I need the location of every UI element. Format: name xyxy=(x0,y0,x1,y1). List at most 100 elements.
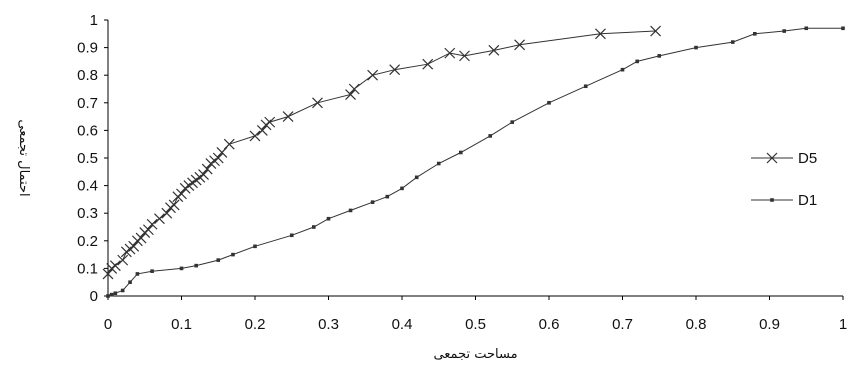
x-axis-title: مساحت تجمعی xyxy=(433,347,517,362)
data-point-d5 xyxy=(444,47,456,59)
data-point-d1 xyxy=(804,26,809,31)
series-d1 xyxy=(106,26,845,298)
data-point-d5 xyxy=(249,130,261,142)
data-point-d5 xyxy=(282,111,294,123)
data-point-d5 xyxy=(154,213,165,225)
x-tick-label: 0.6 xyxy=(539,316,560,333)
marker-stroke xyxy=(201,163,213,175)
data-point-d5 xyxy=(198,169,209,180)
x-tick-label: 0.9 xyxy=(759,316,780,333)
y-tick-label: 0 xyxy=(90,288,98,305)
data-point-d5 xyxy=(146,218,158,230)
data-point-d1 xyxy=(106,294,110,298)
marker-stroke xyxy=(102,268,114,280)
legend-marker-d1 xyxy=(770,198,774,202)
marker-stroke xyxy=(444,47,456,59)
marker-stroke xyxy=(176,188,187,200)
marker-stroke xyxy=(128,240,140,252)
data-point-d1 xyxy=(289,233,294,238)
marker-stroke xyxy=(312,97,323,109)
marker-stroke xyxy=(348,83,360,95)
data-point-d1 xyxy=(135,272,140,276)
y-tick-label: 0.9 xyxy=(77,40,98,57)
x-tick-label: 0.2 xyxy=(245,316,266,333)
data-point-d1 xyxy=(753,32,757,36)
data-point-d1 xyxy=(179,266,184,271)
data-point-d5 xyxy=(312,97,323,109)
data-point-d5 xyxy=(389,64,401,76)
y-tick-label: 1 xyxy=(90,12,98,29)
data-point-d1 xyxy=(312,225,316,229)
marker-stroke xyxy=(161,207,173,219)
data-point-d1 xyxy=(231,252,235,257)
data-point-d1 xyxy=(547,101,551,105)
marker-stroke xyxy=(249,130,261,142)
marker-stroke xyxy=(146,218,158,230)
data-point-d5 xyxy=(135,232,147,244)
marker-stroke xyxy=(514,39,526,51)
data-point-d1 xyxy=(109,292,114,297)
data-point-d5 xyxy=(514,39,526,51)
y-tick-label: 0.7 xyxy=(77,95,98,112)
data-point-d5 xyxy=(488,44,500,56)
y-tick-label: 0.6 xyxy=(77,122,98,139)
marker-stroke xyxy=(282,111,294,123)
x-tick-label: 1 xyxy=(839,316,847,333)
data-point-d1 xyxy=(326,216,331,221)
data-point-d5 xyxy=(348,83,360,95)
data-point-d5 xyxy=(264,116,276,128)
data-point-d5 xyxy=(102,268,114,280)
data-point-d5 xyxy=(161,207,173,219)
marker-stroke xyxy=(223,138,235,150)
data-point-d5 xyxy=(345,89,356,100)
y-tick-label: 0.5 xyxy=(77,150,98,167)
data-point-d1 xyxy=(370,200,375,204)
x-tick-label: 0.1 xyxy=(171,316,192,333)
data-point-d1 xyxy=(120,288,125,293)
data-point-d1 xyxy=(150,269,154,273)
data-point-d5 xyxy=(117,254,129,266)
legend-label-d1: D1 xyxy=(798,192,817,209)
series-d5 xyxy=(102,25,661,280)
marker-stroke xyxy=(264,116,276,128)
data-point-d1 xyxy=(488,134,492,138)
y-tick-label: 0.1 xyxy=(77,260,98,277)
marker-stroke xyxy=(488,44,500,56)
marker-stroke xyxy=(212,152,224,164)
data-point-d1 xyxy=(730,40,735,44)
marker-stroke xyxy=(168,199,180,211)
marker-stroke xyxy=(459,50,470,62)
marker-stroke xyxy=(198,169,209,180)
x-tick-label: 0.8 xyxy=(686,316,707,333)
marker-stroke xyxy=(422,58,434,70)
data-point-d1 xyxy=(583,84,588,89)
legend-label-d5: D5 xyxy=(798,150,817,167)
y-tick-label: 0.4 xyxy=(77,178,98,195)
legend: D5 D1 xyxy=(751,150,817,209)
data-point-d1 xyxy=(620,67,625,72)
x-tick-label: 0.5 xyxy=(465,316,486,333)
marker-stroke xyxy=(216,147,228,158)
y-tick-label: 0.3 xyxy=(77,205,98,222)
x-tick-label: 0.7 xyxy=(612,316,633,333)
y-tick-label: 0.8 xyxy=(77,67,98,84)
y-axis-title: احتمال تجمعی xyxy=(16,119,31,196)
data-point-d5 xyxy=(168,199,180,211)
data-point-d1 xyxy=(348,208,353,213)
data-point-d1 xyxy=(459,150,463,155)
data-point-d5 xyxy=(459,50,470,62)
x-tick-label: 0 xyxy=(104,316,112,333)
data-point-d1 xyxy=(253,244,257,249)
data-point-d5 xyxy=(109,260,121,272)
data-point-d5 xyxy=(216,147,228,158)
data-point-d5 xyxy=(176,188,187,200)
data-point-d5 xyxy=(367,69,379,81)
data-point-d5 xyxy=(650,25,661,37)
series-line-d1 xyxy=(107,27,843,297)
marker-stroke xyxy=(154,213,165,225)
marker-stroke xyxy=(595,28,606,40)
data-point-d1 xyxy=(113,291,118,296)
legend-marker-d5 xyxy=(766,152,778,164)
marker-stroke xyxy=(143,224,154,236)
